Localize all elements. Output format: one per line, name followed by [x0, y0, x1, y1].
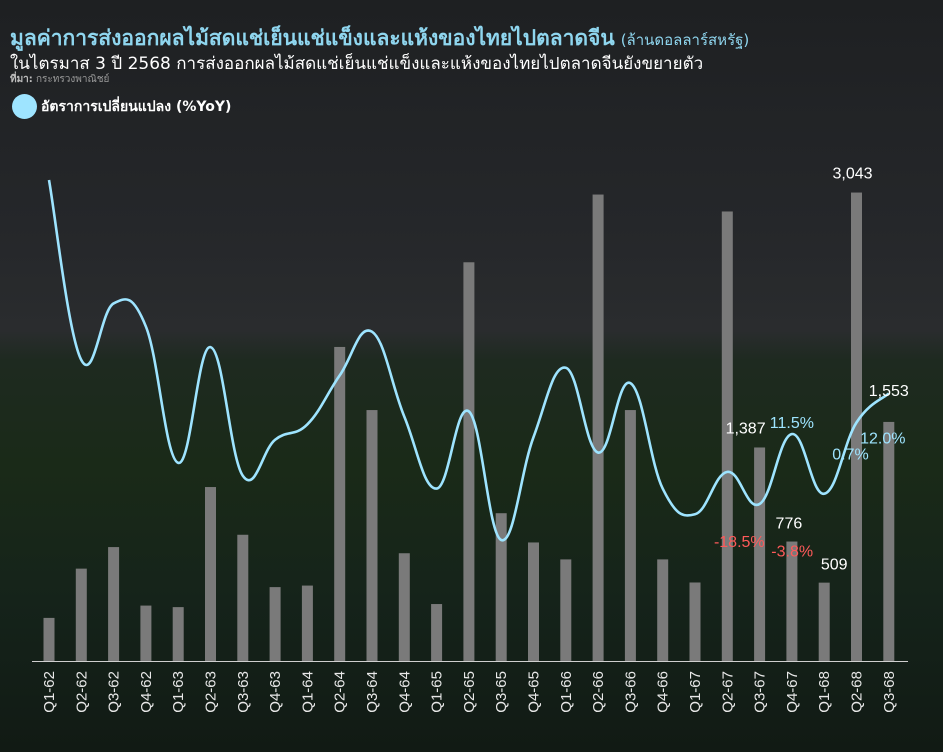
x-tick-Q1-62: Q1-62 — [41, 671, 58, 713]
x-tick-Q4-66: Q4-66 — [655, 671, 672, 713]
data-label-value-22: 1,387 — [726, 420, 766, 437]
x-tick-Q3-63: Q3-63 — [235, 671, 252, 713]
bar-Q4-64 — [398, 553, 410, 661]
chart-title: มูลค่าการส่งออกผลไม้สดแช่เย็นแช่แข็งและแ… — [10, 22, 749, 55]
x-tick-Q3-62: Q3-62 — [106, 671, 123, 713]
x-tick-Q2-64: Q2-64 — [332, 671, 349, 713]
yoy-line — [47, 179, 890, 542]
bar-Q3-68 — [883, 421, 895, 661]
x-tick-Q1-63: Q1-63 — [170, 671, 187, 713]
bar-Q1-65 — [431, 604, 443, 661]
data-label-value-25: 3,043 — [832, 166, 872, 183]
x-tick-Q1-65: Q1-65 — [429, 671, 446, 713]
x-tick-Q2-65: Q2-65 — [461, 671, 478, 713]
source-text: กระทรวงพาณิชย์ — [36, 74, 110, 85]
x-tick-Q4-65: Q4-65 — [526, 671, 543, 713]
data-label-positive-25: 0.7% — [832, 446, 868, 463]
bar-Q4-65 — [528, 542, 539, 661]
bar-Q3-65 — [495, 513, 507, 661]
bar-Q3-64 — [366, 410, 378, 661]
bar-Q3-67 — [754, 447, 766, 661]
data-label-value-26: 1,553 — [869, 383, 909, 400]
x-tick-Q4-67: Q4-67 — [784, 671, 801, 713]
legend: อัตราการเปลี่ยนแปลง (%YoY) — [12, 94, 231, 119]
x-tick-Q2-66: Q2-66 — [590, 671, 607, 713]
chart-subtitle: ในไตรมาส 3 ปี 2568 การส่งออกผลไม้สดแช่เย… — [10, 54, 704, 74]
source-label: ที่มา: — [10, 74, 33, 85]
legend-line-label: อัตราการเปลี่ยนแปลง (%YoY) — [41, 98, 232, 115]
x-tick-Q3-66: Q3-66 — [622, 671, 639, 713]
bar-Q1-62 — [43, 617, 55, 661]
source-note: ที่มา: กระทรวงพาณิชย์ — [10, 72, 109, 87]
title-unit: (ล้านดอลลาร์สหรัฐ) — [620, 31, 750, 49]
bar-Q1-66 — [560, 559, 572, 661]
x-tick-Q1-68: Q1-68 — [816, 671, 833, 713]
bar-Q2-62 — [75, 568, 87, 661]
bar-Q3-62 — [108, 547, 120, 661]
x-tick-Q3-65: Q3-65 — [493, 671, 510, 713]
x-tick-Q4-62: Q4-62 — [138, 671, 155, 713]
data-label-value-24: 509 — [821, 557, 848, 574]
bar-Q2-65 — [463, 262, 475, 661]
data-label-value-23: 776 — [776, 516, 803, 533]
x-tick-Q3-64: Q3-64 — [364, 671, 381, 713]
bar-Q3-66 — [624, 410, 636, 661]
x-tick-Q1-64: Q1-64 — [299, 671, 316, 713]
x-tick-Q2-67: Q2-67 — [719, 671, 736, 713]
bar-Q2-66 — [592, 194, 604, 661]
x-tick-Q4-64: Q4-64 — [396, 671, 413, 713]
data-label-negative-24: -3.8% — [771, 544, 813, 561]
bar-Q4-67 — [786, 541, 798, 661]
x-tick-Q4-63: Q4-63 — [267, 671, 284, 713]
x-tick-Q1-66: Q1-66 — [558, 671, 575, 713]
x-tick-Q2-68: Q2-68 — [849, 671, 866, 713]
bar-Q1-68 — [818, 582, 830, 661]
bar-Q4-62 — [140, 605, 152, 661]
x-tick-Q3-67: Q3-67 — [752, 671, 769, 713]
bar-Q1-67 — [689, 582, 701, 661]
x-tick-Q2-62: Q2-62 — [73, 671, 90, 713]
x-tick-Q2-63: Q2-63 — [203, 671, 220, 713]
bar-Q2-64 — [334, 346, 346, 661]
bar-Q1-63 — [172, 607, 184, 661]
data-label-negative-21: -18.5% — [714, 534, 765, 551]
bar-Q2-68 — [851, 192, 862, 662]
data-label-positive-26: 12.0% — [860, 430, 905, 447]
data-label-positive-23: 11.5% — [770, 415, 814, 432]
bar-Q4-66 — [657, 559, 669, 661]
bar-Q1-64 — [301, 585, 313, 661]
title-text: มูลค่าการส่งออกผลไม้สดแช่เย็นแช่แข็งและแ… — [10, 26, 615, 50]
bar-Q3-63 — [237, 534, 249, 661]
bar-Q4-63 — [269, 587, 281, 661]
x-tick-Q1-67: Q1-67 — [687, 671, 704, 713]
bar-Q2-63 — [205, 487, 216, 661]
x-tick-Q3-68: Q3-68 — [881, 671, 898, 713]
legend-line-swatch — [12, 94, 37, 119]
bar-Q2-67 — [721, 211, 733, 661]
